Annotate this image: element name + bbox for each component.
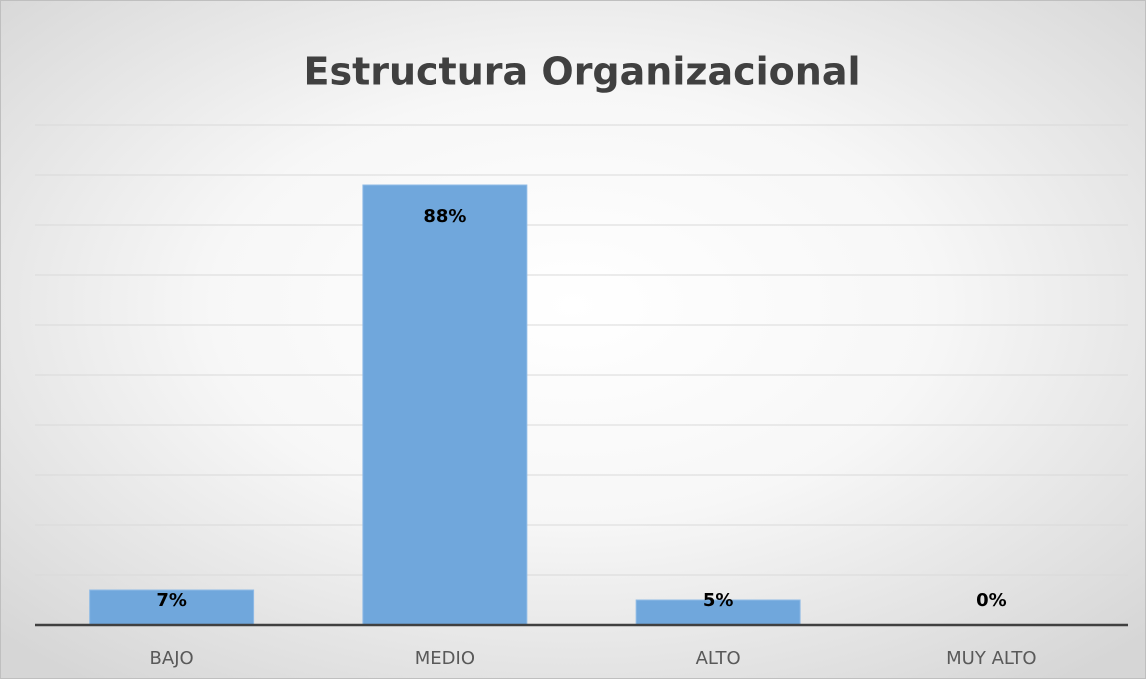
x-tick-label: ALTO <box>696 648 741 669</box>
data-label: 5% <box>703 590 734 611</box>
chart-title: Estructura Organizacional <box>304 50 861 94</box>
bar <box>89 589 255 626</box>
x-tick-label: MUY ALTO <box>946 648 1036 669</box>
data-label: 0% <box>976 590 1007 611</box>
x-tick-label: MEDIO <box>415 648 475 669</box>
bar <box>362 184 528 626</box>
data-label: 88% <box>423 206 466 227</box>
bar <box>635 599 801 626</box>
data-label: 7% <box>156 590 187 611</box>
x-tick-label: BAJO <box>150 648 194 669</box>
